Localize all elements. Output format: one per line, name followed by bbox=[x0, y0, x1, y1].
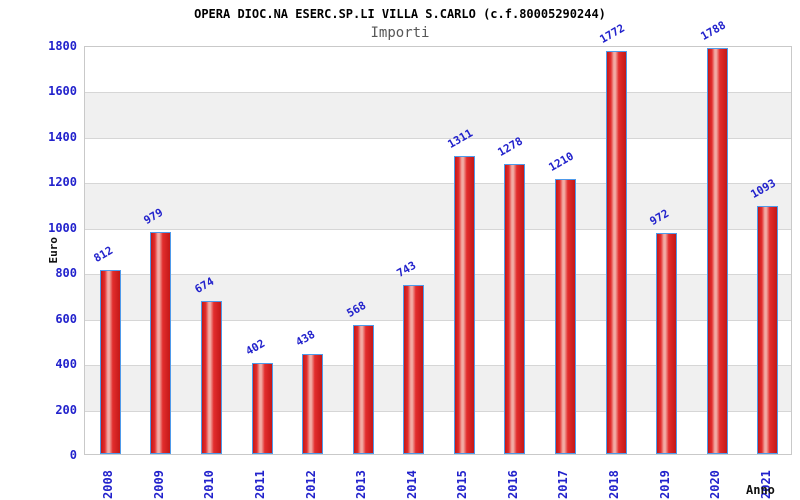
y-tick-label: 200 bbox=[55, 402, 77, 417]
x-tick-label: 2020 bbox=[708, 470, 723, 499]
background-band bbox=[85, 183, 791, 229]
x-tick-label: 2008 bbox=[101, 470, 116, 499]
x-tick-label: 2015 bbox=[455, 470, 470, 499]
bar-2020 bbox=[706, 47, 728, 454]
x-tick-label: 2017 bbox=[556, 470, 571, 499]
x-tick-label: 2011 bbox=[253, 470, 267, 499]
x-tick-label: 2018 bbox=[607, 470, 621, 499]
gridline bbox=[85, 319, 791, 321]
bar-2014 bbox=[403, 285, 425, 454]
plot-area: 812 979 674 402 438 568 743 1311 1278 1210 1772 972… bbox=[84, 18, 792, 455]
bar-2015 bbox=[453, 156, 475, 454]
chart-subtitle: Importi bbox=[370, 25, 430, 41]
y-tick-label: 0 bbox=[69, 448, 77, 462]
bar-2018 bbox=[605, 51, 627, 454]
x-tick-label: 2016 bbox=[505, 470, 520, 499]
gridline bbox=[85, 274, 791, 276]
bar-2019 bbox=[656, 233, 678, 454]
y-axis-title: Euro bbox=[47, 237, 60, 264]
bar-value-label: 438 bbox=[293, 328, 318, 350]
background-band bbox=[85, 274, 791, 320]
y-tick-label: 800 bbox=[55, 266, 77, 281]
background-band bbox=[85, 365, 791, 411]
bar-2013 bbox=[352, 324, 374, 454]
bar-2016 bbox=[504, 163, 526, 454]
gridline bbox=[85, 410, 791, 412]
gridline bbox=[85, 92, 791, 94]
y-tick-label: 1000 bbox=[48, 220, 77, 235]
chart-title: OPERA DIOC.NA ESERC.SP.LI VILLA S.CARLO … bbox=[194, 7, 606, 21]
y-tick-label: 400 bbox=[55, 357, 77, 372]
x-tick-label: 2014 bbox=[404, 470, 419, 499]
y-tick-label: 1800 bbox=[48, 39, 77, 53]
bar-value-label: 1210 bbox=[546, 149, 576, 175]
bar-2009 bbox=[150, 231, 172, 454]
x-tick-label: 2019 bbox=[657, 470, 672, 499]
bar-2008 bbox=[99, 269, 121, 454]
x-tick-label: 2009 bbox=[151, 470, 166, 499]
bar-2012 bbox=[302, 354, 324, 454]
gridline bbox=[85, 228, 791, 230]
gridline bbox=[85, 183, 791, 185]
y-tick-label: 1200 bbox=[48, 175, 77, 190]
x-tick-label: 2013 bbox=[354, 470, 369, 499]
bar-2011 bbox=[251, 362, 273, 454]
background-band bbox=[85, 92, 791, 138]
x-axis-title: Anno bbox=[746, 483, 775, 497]
y-tick-label: 1400 bbox=[48, 129, 77, 144]
gridline bbox=[85, 365, 791, 367]
bar-2021 bbox=[757, 205, 779, 454]
y-tick-label: 600 bbox=[55, 311, 77, 326]
bar-value-label: 812 bbox=[91, 243, 115, 265]
x-tick-label: 2012 bbox=[303, 470, 318, 499]
bar-2010 bbox=[200, 300, 222, 454]
bar-value-label: 402 bbox=[243, 336, 267, 358]
x-tick-label: 2010 bbox=[202, 470, 217, 499]
gridline bbox=[85, 137, 791, 139]
bar-2017 bbox=[554, 179, 576, 454]
y-tick-label: 1600 bbox=[48, 84, 77, 99]
